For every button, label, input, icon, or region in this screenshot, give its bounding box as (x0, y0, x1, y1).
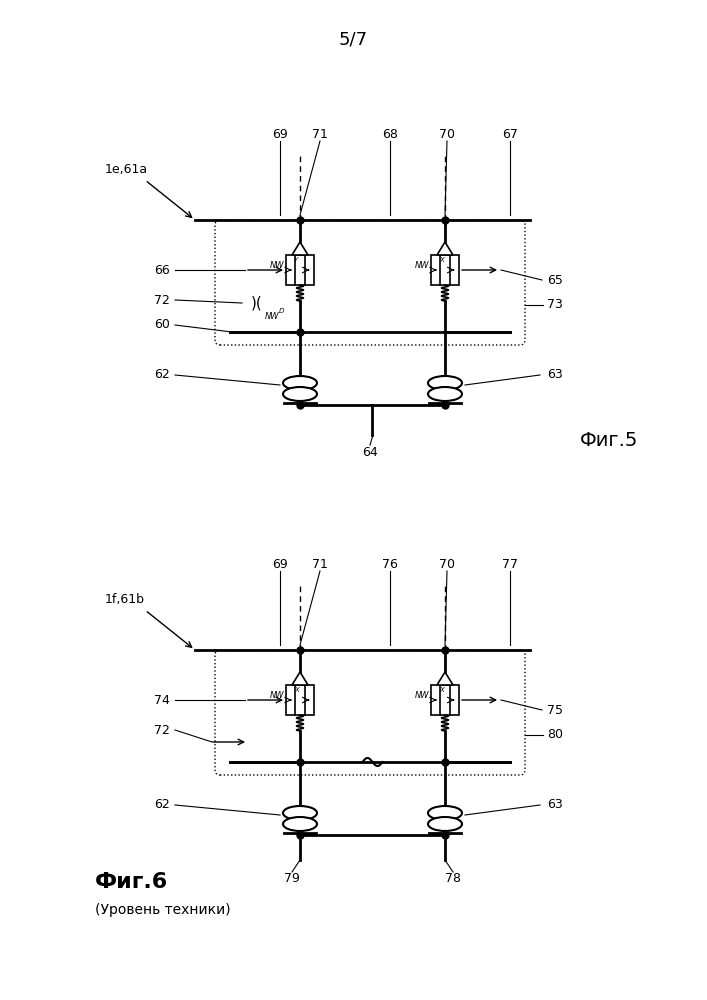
Text: 68: 68 (382, 128, 398, 141)
Ellipse shape (428, 817, 462, 831)
Text: 62: 62 (154, 798, 170, 812)
Text: X: X (439, 687, 444, 693)
Text: D: D (279, 308, 284, 314)
Bar (431, 255, 459, 285)
Polygon shape (292, 672, 308, 685)
Text: 72: 72 (154, 294, 170, 306)
Text: 1f,61b: 1f,61b (105, 593, 145, 606)
Text: 73: 73 (547, 298, 563, 312)
Text: 77: 77 (502, 558, 518, 572)
Text: 60: 60 (154, 318, 170, 332)
Text: 70: 70 (439, 558, 455, 572)
Ellipse shape (428, 806, 462, 820)
Polygon shape (437, 672, 453, 685)
Text: 5/7: 5/7 (339, 31, 368, 49)
Text: 69: 69 (272, 128, 288, 141)
Text: NW: NW (414, 261, 429, 270)
Text: 62: 62 (154, 368, 170, 381)
Text: 80: 80 (547, 728, 563, 742)
Ellipse shape (283, 806, 317, 820)
Text: X: X (439, 257, 444, 263)
Text: 71: 71 (312, 128, 328, 141)
Ellipse shape (428, 376, 462, 390)
Bar (286, 255, 314, 285)
Text: Фиг.5: Фиг.5 (580, 430, 638, 450)
Text: 67: 67 (502, 128, 518, 141)
Bar (431, 685, 459, 715)
Text: NW: NW (269, 692, 284, 700)
Text: 64: 64 (362, 446, 378, 458)
Text: 72: 72 (154, 724, 170, 736)
Text: NW: NW (414, 692, 429, 700)
Text: 70: 70 (439, 128, 455, 141)
Text: 1е,61а: 1е,61а (105, 163, 148, 176)
Text: NW: NW (269, 261, 284, 270)
Text: Y: Y (294, 257, 298, 263)
Ellipse shape (428, 387, 462, 401)
Text: 75: 75 (547, 704, 563, 716)
Text: 76: 76 (382, 558, 398, 572)
Text: 78: 78 (445, 871, 461, 884)
Ellipse shape (283, 387, 317, 401)
Ellipse shape (283, 817, 317, 831)
Text: X: X (294, 687, 299, 693)
Text: Фиг.6: Фиг.6 (95, 872, 168, 892)
Text: 65: 65 (547, 273, 563, 286)
Text: 74: 74 (154, 694, 170, 706)
Text: 79: 79 (284, 871, 300, 884)
Text: 66: 66 (154, 263, 170, 276)
Text: (Уровень техники): (Уровень техники) (95, 903, 230, 917)
Polygon shape (292, 242, 308, 255)
Text: 69: 69 (272, 558, 288, 572)
Bar (286, 685, 314, 715)
Text: )(: )( (251, 296, 263, 310)
Text: 63: 63 (547, 798, 563, 812)
Ellipse shape (283, 376, 317, 390)
Text: NW: NW (265, 312, 279, 321)
Text: 63: 63 (547, 368, 563, 381)
Polygon shape (437, 242, 453, 255)
Text: 71: 71 (312, 558, 328, 572)
